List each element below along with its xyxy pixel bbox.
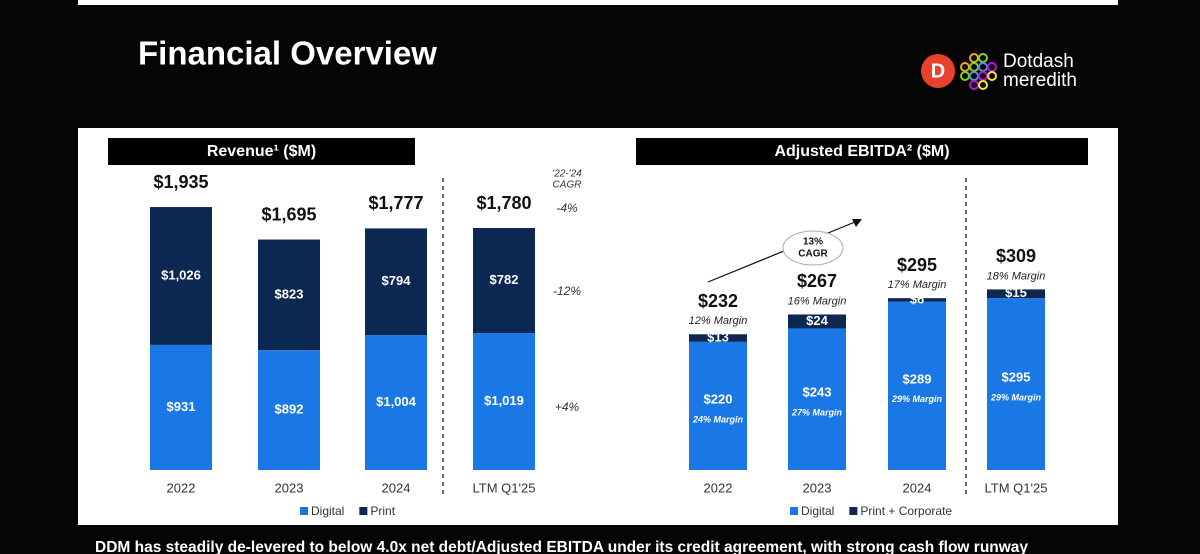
value-label: $1,026 <box>161 267 201 282</box>
value-label: $794 <box>382 273 412 288</box>
margin-label: 27% Margin <box>791 408 843 418</box>
bar-segment <box>150 207 212 345</box>
logo-pattern <box>960 53 997 90</box>
x-tick-label: 2023 <box>275 480 304 495</box>
total-label: $1,935 <box>153 172 208 192</box>
legend-label: Digital <box>801 504 834 518</box>
x-tick-label: 2024 <box>382 480 411 495</box>
logo-text: meredith <box>1003 70 1077 91</box>
bar-segment <box>689 341 747 470</box>
value-label: $931 <box>167 399 196 414</box>
total-label: $232 <box>698 291 738 311</box>
bar-segment <box>258 350 320 470</box>
legend-label: Print + Corporate <box>860 504 952 518</box>
chart-header <box>636 138 1088 165</box>
footer-text: DDM has steadily de-levered to below 4.0… <box>95 539 1028 554</box>
cagr-label: -4% <box>556 201 578 215</box>
legend-label: Digital <box>311 504 344 518</box>
cagr-arrow <box>707 221 856 283</box>
slide-title: Financial Overview <box>138 35 437 72</box>
logo-dot <box>987 71 997 81</box>
legend-swatch <box>359 507 368 515</box>
logo-circle <box>921 54 955 88</box>
x-tick-label: 2022 <box>704 480 733 495</box>
bar-segment <box>888 298 946 302</box>
value-label: $289 <box>903 371 932 386</box>
chart-title: Revenue¹ ($M) <box>207 143 316 160</box>
value-label: $892 <box>275 402 304 417</box>
legend-swatch <box>300 507 308 515</box>
chart-title: Adjusted EBITDA² ($M) <box>774 143 949 160</box>
value-label: $6 <box>910 291 924 306</box>
value-label: $1,004 <box>376 394 417 409</box>
bar-segment <box>150 344 212 470</box>
margin-label: 29% Margin <box>990 392 1042 402</box>
total-label: $1,780 <box>476 193 531 213</box>
total-margin: 16% Margin <box>788 295 847 307</box>
value-label: $15 <box>1005 285 1027 300</box>
legend-swatch <box>790 507 798 515</box>
bar-segment <box>473 228 535 334</box>
bar-segment <box>888 301 946 470</box>
bar-segment <box>365 335 427 470</box>
legend-label: Print <box>370 504 395 518</box>
logo: D Dotdash meredith <box>921 51 1077 91</box>
total-margin: 18% Margin <box>987 270 1046 282</box>
content-panel <box>78 128 1118 525</box>
cagr-label: +4% <box>555 400 580 414</box>
x-tick-label: 2022 <box>167 480 196 495</box>
cagr-bubble <box>782 230 844 266</box>
logo-dot <box>978 80 988 90</box>
cagr-label: -12% <box>553 284 581 298</box>
total-margin: 17% Margin <box>888 279 947 291</box>
bar-segment <box>987 289 1045 299</box>
value-label: $13 <box>707 329 729 344</box>
cagr-arrowhead <box>852 219 862 227</box>
value-label: $1,019 <box>484 393 524 408</box>
bar-segment <box>258 239 320 351</box>
value-label: $243 <box>803 385 832 400</box>
x-tick-label: LTM Q1'25 <box>985 480 1048 495</box>
total-label: $1,695 <box>261 204 316 224</box>
bar-segment <box>987 298 1045 470</box>
total-margin: 12% Margin <box>689 315 748 327</box>
value-label: $220 <box>704 391 733 406</box>
bar-segment <box>788 328 846 470</box>
value-label: $295 <box>1002 370 1031 385</box>
logo-mark: D <box>931 60 945 82</box>
logo-text: Dotdash <box>1003 51 1074 72</box>
total-label: $267 <box>797 271 837 291</box>
bar-segment <box>689 334 747 342</box>
cagr-title: CAGR <box>553 180 582 191</box>
bar-segment <box>473 333 535 470</box>
x-tick-label: LTM Q1'25 <box>473 480 536 495</box>
x-tick-label: 2024 <box>903 480 932 495</box>
cagr-value: CAGR <box>798 249 828 260</box>
total-label: $295 <box>897 255 937 275</box>
margin-label: 29% Margin <box>891 394 943 404</box>
bar-segment <box>365 228 427 336</box>
x-tick-label: 2023 <box>803 480 832 495</box>
margin-label: 24% Margin <box>692 414 744 424</box>
legend-swatch <box>849 507 858 515</box>
value-label: $782 <box>490 272 519 287</box>
top-strip <box>78 0 1118 5</box>
bar-segment <box>788 314 846 329</box>
cagr-title: '22-'24 <box>552 169 582 180</box>
chart-header <box>108 138 415 165</box>
value-label: $823 <box>275 286 304 301</box>
value-label: $24 <box>806 313 828 328</box>
total-label: $1,777 <box>368 193 423 213</box>
total-label: $309 <box>996 246 1036 266</box>
cagr-value: 13% <box>803 237 823 248</box>
